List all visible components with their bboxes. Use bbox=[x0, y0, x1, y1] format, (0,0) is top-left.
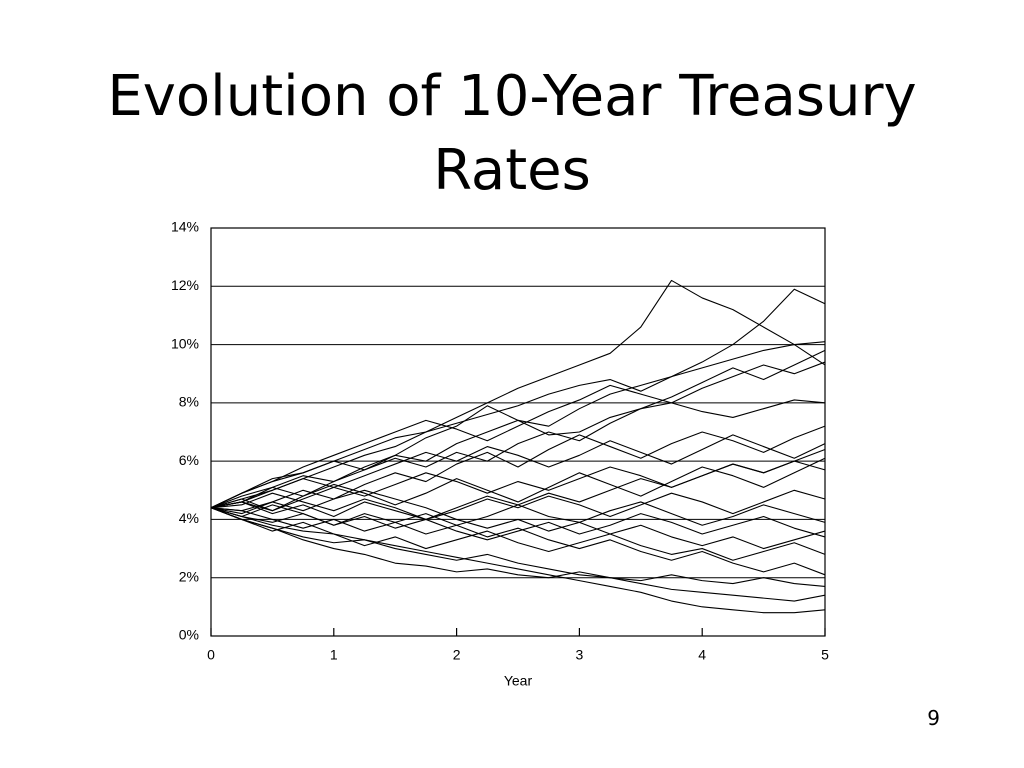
series-line bbox=[210, 361, 826, 509]
series-line bbox=[210, 489, 826, 550]
page-number: 9 bbox=[927, 706, 940, 730]
y-tick-label: 4% bbox=[179, 510, 199, 526]
y-tick-label: 10% bbox=[171, 335, 199, 351]
series-line bbox=[210, 507, 826, 541]
x-tick-label: 4 bbox=[698, 647, 706, 663]
series-line bbox=[210, 349, 826, 509]
series-line bbox=[210, 279, 826, 509]
x-tick-label: 5 bbox=[821, 647, 829, 663]
series-line bbox=[210, 448, 826, 512]
series-line bbox=[210, 457, 826, 512]
series-line bbox=[210, 507, 826, 614]
y-tick-label: 12% bbox=[171, 277, 199, 293]
series-line bbox=[210, 399, 826, 509]
x-tick-label: 1 bbox=[330, 647, 338, 663]
series-line bbox=[210, 489, 826, 520]
y-tick-label: 2% bbox=[179, 568, 199, 584]
series-line bbox=[210, 341, 826, 509]
series-line bbox=[210, 507, 826, 602]
x-tick-label: 0 bbox=[207, 647, 215, 663]
y-tick-label: 6% bbox=[179, 452, 199, 468]
y-tick-label: 14% bbox=[171, 219, 199, 235]
x-tick-label: 2 bbox=[453, 647, 461, 663]
x-tick-label: 3 bbox=[576, 647, 584, 663]
slide-title: Evolution of 10-Year Treasury Rates bbox=[107, 64, 917, 203]
series-line bbox=[210, 507, 826, 561]
series-line bbox=[210, 288, 826, 509]
series-line bbox=[210, 507, 826, 588]
y-tick-label: 0% bbox=[179, 627, 199, 643]
x-axis-label: Year bbox=[504, 673, 533, 689]
series-line bbox=[210, 434, 826, 509]
y-tick-label: 8% bbox=[179, 394, 199, 410]
series-line bbox=[210, 425, 826, 515]
